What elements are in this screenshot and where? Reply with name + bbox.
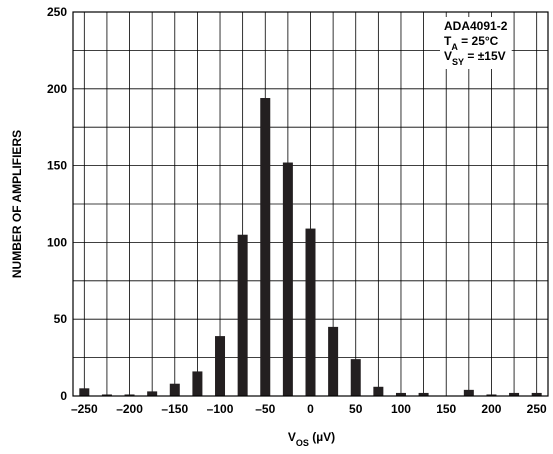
x-tick-label: –250 <box>71 402 98 416</box>
bar <box>350 359 361 396</box>
y-tick-label: 0 <box>60 389 67 403</box>
legend-line: VSY = ±15V <box>444 49 506 67</box>
bar <box>305 228 316 396</box>
x-tick-label: 200 <box>481 402 501 416</box>
bar <box>509 392 520 396</box>
bar <box>215 336 226 396</box>
y-tick-label: 50 <box>54 312 68 326</box>
x-tick-label: –50 <box>255 402 275 416</box>
legend-line: ADA4091-2 <box>444 19 508 33</box>
x-tick-label: –100 <box>207 402 234 416</box>
bar <box>463 389 474 396</box>
x-tick-label: 50 <box>349 402 363 416</box>
bars <box>79 98 542 397</box>
y-tick-labels: 0 50 100 150 200 250 <box>47 5 67 403</box>
x-tick-label: –200 <box>116 402 143 416</box>
x-tick-label: 150 <box>436 402 456 416</box>
x-tick-label: –150 <box>161 402 188 416</box>
bar <box>373 386 384 396</box>
x-tick-label: 100 <box>391 402 411 416</box>
y-tick-label: 100 <box>47 235 67 249</box>
bar <box>418 392 429 396</box>
bar <box>260 98 271 397</box>
bar <box>486 394 497 396</box>
y-axis-label: NUMBER OF AMPLIFIERS <box>10 130 24 278</box>
bar <box>124 394 135 396</box>
y-tick-label: 200 <box>47 82 67 96</box>
bar <box>531 392 542 396</box>
bar <box>79 388 90 396</box>
bar <box>328 326 339 396</box>
x-axis-label-unit: (µV) <box>309 430 335 444</box>
y-tick-label: 150 <box>47 159 67 173</box>
x-axis-label-main: V <box>288 430 296 444</box>
bar <box>147 391 158 396</box>
plot-frame <box>72 11 549 397</box>
legend-line: TA = 25°C <box>444 34 499 52</box>
x-tick-labels: –250 –200 –150 –100 –50 0 50 100 150 200 250 <box>71 402 547 416</box>
x-axis-label-sub: OS <box>296 438 309 448</box>
x-tick-label: 250 <box>527 402 547 416</box>
x-axis-label: VOS (µV) <box>288 430 335 448</box>
legend-background <box>440 17 512 69</box>
y-tick-label: 250 <box>47 5 67 19</box>
bar <box>237 234 248 396</box>
bar <box>101 394 112 396</box>
bar <box>192 371 203 396</box>
bar <box>169 383 180 396</box>
bar <box>282 162 293 396</box>
bar <box>395 392 406 396</box>
x-tick-label: 0 <box>307 402 314 416</box>
